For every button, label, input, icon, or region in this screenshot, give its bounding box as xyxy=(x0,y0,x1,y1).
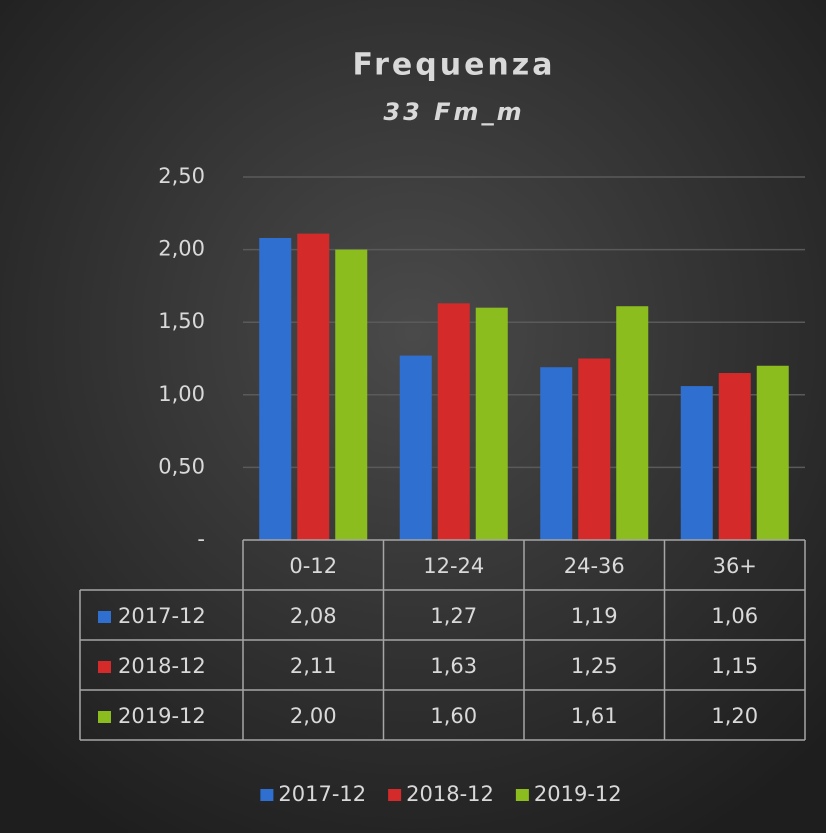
legend-key xyxy=(98,611,111,623)
bar xyxy=(259,237,292,540)
table-series-label: 2018-12 xyxy=(118,654,206,678)
bar xyxy=(616,306,649,540)
table-value: 1,06 xyxy=(711,604,758,628)
table-value: 1,19 xyxy=(571,604,618,628)
y-tick-label: 2,50 xyxy=(158,164,205,188)
bar xyxy=(578,358,611,540)
y-tick-label: 1,50 xyxy=(158,309,205,333)
table-value: 2,00 xyxy=(290,704,337,728)
legend-key xyxy=(98,711,111,723)
legend-label: 2017-12 xyxy=(278,782,366,806)
table-value: 1,61 xyxy=(571,704,618,728)
x-tick-label: 12-24 xyxy=(423,554,484,578)
x-tick-label: 36+ xyxy=(713,554,757,578)
y-tick-label: 1,00 xyxy=(158,382,205,406)
chart-subtitle: 33 Fm_m xyxy=(383,98,524,126)
bar xyxy=(540,367,573,540)
table-series-label: 2017-12 xyxy=(118,604,206,628)
bar xyxy=(680,386,713,540)
legend-label: 2019-12 xyxy=(534,782,622,806)
table-value: 1,25 xyxy=(571,654,618,678)
legend-key xyxy=(388,789,402,801)
table-value: 1,63 xyxy=(430,654,477,678)
legend-key xyxy=(260,789,274,801)
bar xyxy=(475,307,508,540)
y-tick-label: 2,00 xyxy=(158,237,205,261)
table-value: 2,11 xyxy=(290,654,337,678)
table-value: 1,60 xyxy=(430,704,477,728)
legend-key xyxy=(98,661,111,673)
y-tick-label: - xyxy=(197,527,205,551)
bar xyxy=(297,233,330,541)
legend-label: 2018-12 xyxy=(406,782,494,806)
table-series-label: 2019-12 xyxy=(118,704,206,728)
bar xyxy=(437,303,470,540)
table-value: 1,15 xyxy=(711,654,758,678)
y-tick-label: 0,50 xyxy=(158,454,205,478)
bar xyxy=(756,365,789,540)
table-value: 2,08 xyxy=(290,604,337,628)
bar xyxy=(718,373,751,540)
table-value: 1,20 xyxy=(711,704,758,728)
bar xyxy=(335,249,368,540)
x-tick-label: 24-36 xyxy=(564,554,625,578)
legend-key xyxy=(515,789,529,801)
legend: 2017-12 2018-12 2019-12 xyxy=(260,782,622,806)
bar xyxy=(399,355,432,540)
chart-title: Frequenza xyxy=(353,48,556,83)
table-value: 1,27 xyxy=(430,604,477,628)
x-tick-label: 0-12 xyxy=(289,554,337,578)
